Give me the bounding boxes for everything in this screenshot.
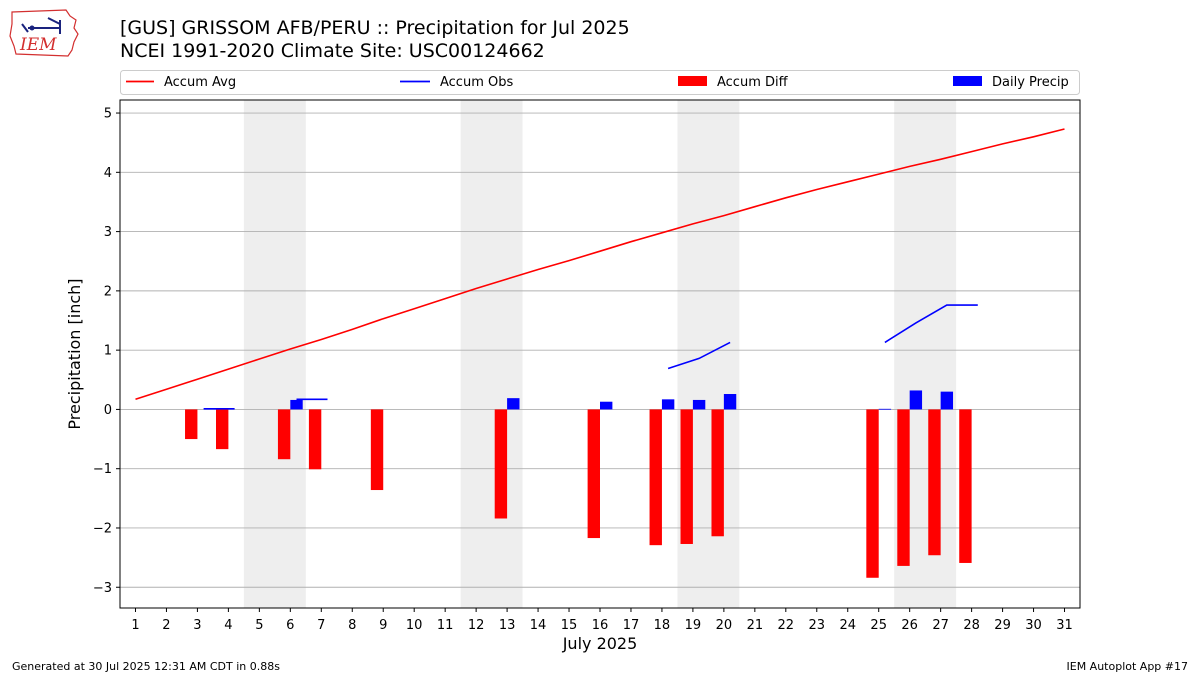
y-axis-label: Precipitation [inch]: [65, 278, 84, 429]
footer-app-text: IEM Autoplot App #17: [1066, 660, 1189, 673]
y-tick-label: 1: [104, 344, 112, 359]
y-tick-label: 3: [104, 225, 112, 240]
accum-diff-bar: [711, 409, 724, 537]
y-tick-label: 5: [104, 107, 112, 122]
x-tick-label: 16: [592, 618, 609, 633]
daily-precip-bar: [723, 394, 737, 410]
y-tick-label: −1: [93, 462, 112, 477]
x-tick-label: 4: [224, 618, 232, 633]
weather-vane-icon: [21, 17, 61, 34]
chart-title: [GUS] GRISSOM AFB/PERU :: Precipitation …: [120, 17, 630, 39]
x-tick-label: 25: [870, 618, 887, 633]
legend-label-accum-obs: Accum Obs: [440, 75, 513, 90]
x-tick-label: 12: [468, 618, 485, 633]
daily-precip-bar: [878, 408, 892, 410]
accum-diff-bar: [928, 409, 941, 556]
x-tick-label: 30: [1025, 618, 1042, 633]
legend: Accum Avg Accum Obs Accum Diff Daily Pre…: [120, 70, 1080, 95]
y-tick-label: 2: [104, 284, 112, 299]
y-tick-label: −3: [93, 581, 112, 596]
accum-diff-bar: [308, 409, 322, 470]
x-axis-label: July 2025: [562, 634, 638, 653]
legend-swatch-daily-precip: [953, 76, 982, 86]
chart-subtitle: NCEI 1991-2020 Climate Site: USC00124662: [120, 40, 545, 62]
x-tick-label: 26: [901, 618, 918, 633]
x-tick-label: 31: [1056, 618, 1073, 633]
accum-diff-bar: [866, 409, 879, 578]
accum-diff-bar: [897, 409, 910, 566]
legend-box: [120, 70, 1080, 95]
x-tick-label: 5: [255, 618, 263, 633]
x-tick-label: 20: [716, 618, 733, 633]
x-tick-label: 11: [437, 618, 454, 633]
daily-precip-bar: [661, 399, 675, 410]
accum-avg-line: [135, 128, 1065, 401]
legend-label-accum-diff: Accum Diff: [717, 75, 789, 90]
weekend-shade: [460, 100, 523, 608]
daily-precip-bar: [507, 398, 520, 410]
x-tick-label: 1: [131, 618, 139, 633]
iowa-outline-icon: [9, 9, 79, 57]
accum-diff-bar: [370, 409, 384, 491]
daily-precip-bar: [909, 390, 923, 410]
accum-diff-bar: [680, 409, 693, 544]
legend-label-daily-precip: Daily Precip: [992, 75, 1069, 90]
x-tick-label: 17: [623, 618, 640, 633]
series-lines: [135, 128, 1065, 410]
legend-swatch-accum-diff: [678, 76, 707, 86]
x-tick-label: 27: [932, 618, 949, 633]
accum-diff-bar: [494, 409, 508, 519]
bars: [185, 390, 972, 578]
accum-diff-bar: [587, 409, 600, 539]
daily-precip-bar: [600, 401, 613, 410]
accum-obs-line: [884, 304, 978, 344]
x-tick-label: 23: [809, 618, 826, 633]
x-tick-label: 18: [654, 618, 671, 633]
y-tick-label: −2: [93, 521, 112, 536]
x-tick-label: 2: [162, 618, 170, 633]
x-tick-label: 24: [839, 618, 856, 633]
x-tick-label: 13: [499, 618, 516, 633]
y-tick-label: 0: [104, 403, 112, 418]
x-tick-label: 7: [317, 618, 325, 633]
logo-text: IEM: [19, 35, 57, 55]
x-tick-label: 14: [530, 618, 547, 633]
accum-diff-bar: [277, 409, 291, 460]
daily-precip-bar: [940, 391, 954, 410]
iem-logo: IEM: [9, 9, 79, 57]
x-tick-label: 21: [747, 618, 764, 633]
accum-diff-bar: [216, 409, 229, 450]
x-tick-label: 28: [963, 618, 980, 633]
x-tick-label: 15: [561, 618, 578, 633]
daily-precip-bar: [290, 399, 303, 410]
accum-diff-bar: [185, 409, 198, 440]
x-tick-label: 22: [778, 618, 795, 633]
x-tick-label: 19: [685, 618, 702, 633]
accum-diff-bar: [959, 409, 972, 563]
x-tick-label: 29: [994, 618, 1011, 633]
x-tick-label: 10: [406, 618, 423, 633]
accum-diff-bar: [649, 409, 662, 546]
x-tick-label: 6: [286, 618, 294, 633]
y-tick-label: 4: [104, 166, 112, 181]
x-tick-label: 8: [348, 618, 356, 633]
legend-label-accum-avg: Accum Avg: [164, 75, 236, 90]
footer-generated-text: Generated at 30 Jul 2025 12:31 AM CDT in…: [12, 660, 280, 673]
x-tick-label: 3: [193, 618, 201, 633]
daily-precip-bar: [692, 399, 706, 410]
x-tick-label: 9: [379, 618, 387, 633]
accum-obs-line: [667, 341, 731, 370]
